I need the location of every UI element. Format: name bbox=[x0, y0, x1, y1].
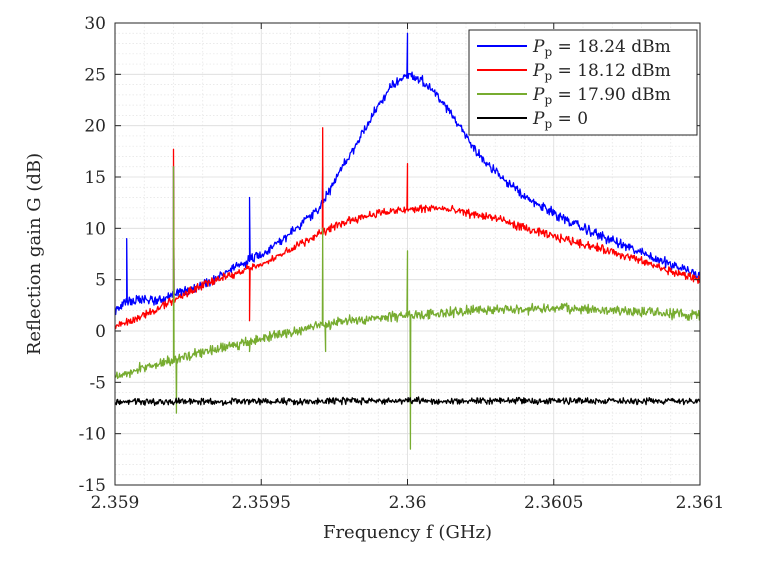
legend-entry: Pp = 18.24 dBm bbox=[532, 37, 671, 59]
series-layer bbox=[115, 32, 700, 450]
legend-entry: Pp = 18.12 dBm bbox=[532, 61, 671, 83]
x-axis-label: Frequency f (GHz) bbox=[323, 522, 492, 543]
y-tick-label: -10 bbox=[79, 425, 106, 445]
x-tick-label: 2.3605 bbox=[524, 493, 583, 513]
y-tick-label: 10 bbox=[84, 219, 106, 239]
x-tick-label: 2.3595 bbox=[232, 493, 291, 513]
series-line-1 bbox=[115, 32, 700, 316]
x-tick-label: 2.359 bbox=[91, 493, 140, 513]
y-tick-label: 20 bbox=[84, 117, 106, 137]
legend-entry: Pp = 0 bbox=[532, 109, 588, 131]
y-tick-label: -5 bbox=[89, 373, 106, 393]
legend-entry: Pp = 17.90 dBm bbox=[532, 85, 671, 107]
series-line-2 bbox=[115, 127, 700, 330]
x-tick-label: 2.361 bbox=[676, 493, 725, 513]
y-tick-label: 30 bbox=[84, 14, 106, 34]
y-tick-label: 5 bbox=[95, 271, 106, 291]
y-tick-label: 0 bbox=[95, 322, 106, 342]
y-tick-label: 15 bbox=[84, 168, 106, 188]
x-tick-label: 2.36 bbox=[389, 493, 427, 513]
y-axis-label: Reflection gain G (dB) bbox=[24, 153, 45, 355]
y-tick-label: 25 bbox=[84, 65, 106, 85]
tick-labels: 2.359 2.3595 2.36 2.3605 2.361 -15 -10 -5 0 5 10 15… bbox=[79, 14, 725, 513]
series-line-4 bbox=[115, 396, 700, 407]
series-line-3 bbox=[115, 166, 700, 450]
y-tick-label: -15 bbox=[79, 476, 106, 496]
